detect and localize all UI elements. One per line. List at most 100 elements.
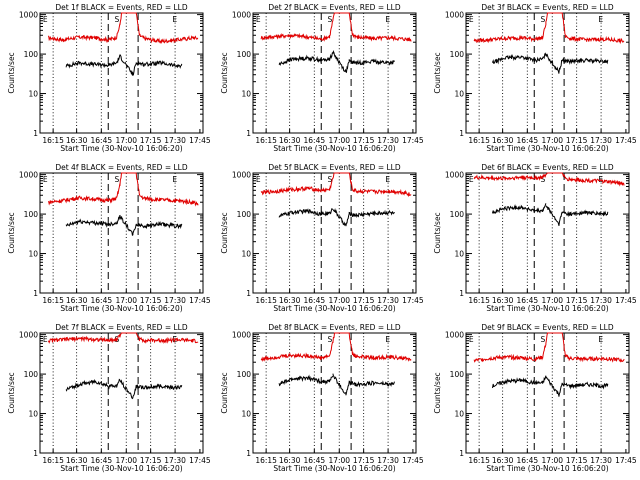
x-axis-label: Start Time (30-Nov-10 16:06:20) (273, 464, 395, 473)
panel-det-4: Det 4f BLACK = Events, RED = LLD E S E 1 10 10… (7, 163, 211, 313)
x-tick-label: 16:15 (468, 136, 490, 145)
interval-marker-e: E (598, 15, 603, 24)
x-tick-label: 16:45 (517, 456, 539, 465)
x-tick-label: 17:30 (590, 136, 612, 145)
interval-marker-s: S (115, 15, 120, 24)
panel-det-6: Det 6f BLACK = Events, RED = LLD E S E 1 10 10… (433, 163, 637, 313)
x-tick-label: 17:00 (541, 296, 563, 305)
panel-title: Det 5f BLACK = Events, RED = LLD (268, 163, 401, 172)
x-tick-label: 16:45 (91, 456, 113, 465)
x-tick-label: 17:15 (566, 456, 588, 465)
x-tick-label: 17:15 (353, 296, 375, 305)
panel-det-9: Det 9f BLACK = Events, RED = LLD E S E 1 10 10… (433, 323, 637, 473)
y-tick-label: 100 (450, 370, 465, 379)
x-tick-label: 16:30 (492, 456, 514, 465)
x-tick-label: 16:30 (279, 456, 301, 465)
y-axis-label: Counts/sec (433, 52, 442, 93)
y-tick-label: 10 (241, 90, 251, 99)
x-tick-label: 16:30 (66, 456, 88, 465)
x-tick-label: 16:30 (279, 136, 301, 145)
plot-frame (465, 332, 630, 454)
x-tick-label: 17:00 (328, 136, 350, 145)
x-tick-label: 16:45 (91, 296, 113, 305)
x-axis-label: Start Time (30-Nov-10 16:06:20) (486, 144, 608, 153)
y-tick-label: 100 (237, 50, 252, 59)
y-axis-label: Counts/sec (7, 372, 16, 413)
interval-marker-e: E (43, 175, 48, 184)
y-axis-label: Counts/sec (433, 372, 442, 413)
y-axis-label: Counts/sec (220, 52, 229, 93)
interval-marker-e: E (256, 335, 261, 344)
interval-marker-e: E (385, 335, 390, 344)
y-tick-label: 1000 (19, 171, 38, 180)
y-axis-label: Counts/sec (7, 212, 16, 253)
x-tick-label: 17:45 (402, 136, 424, 145)
lld-series-line (473, 332, 625, 363)
plot-frame (252, 12, 417, 134)
panel-title: Det 8f BLACK = Events, RED = LLD (268, 323, 401, 332)
x-tick-label: 17:45 (615, 296, 637, 305)
x-tick-label: 17:30 (164, 456, 186, 465)
x-axis-label: Start Time (30-Nov-10 16:06:20) (273, 304, 395, 313)
x-tick-label: 17:00 (115, 296, 137, 305)
interval-marker-s: S (541, 335, 546, 344)
interval-marker-s: S (328, 335, 333, 344)
y-tick-label: 1000 (445, 11, 464, 20)
panel-det-1: Det 1f BLACK = Events, RED = LLD E S E 1 10 10… (7, 3, 211, 153)
y-tick-label: 1 (246, 129, 251, 138)
events-series-line (278, 49, 396, 74)
x-tick-label: 16:15 (468, 296, 490, 305)
x-axis-label: Start Time (30-Nov-10 16:06:20) (273, 144, 395, 153)
y-tick-label: 100 (24, 210, 39, 219)
events-series-line (65, 214, 183, 237)
interval-marker-s: S (541, 175, 546, 184)
x-tick-label: 16:15 (468, 456, 490, 465)
x-tick-label: 17:15 (140, 456, 162, 465)
y-tick-label: 10 (454, 410, 464, 419)
y-axis-label: Counts/sec (7, 52, 16, 93)
x-tick-label: 17:30 (590, 296, 612, 305)
x-axis-label: Start Time (30-Nov-10 16:06:20) (60, 144, 182, 153)
interval-marker-e: E (469, 335, 474, 344)
y-tick-label: 1000 (19, 11, 38, 20)
interval-marker-s: S (328, 15, 333, 24)
interval-marker-e: E (385, 15, 390, 24)
x-tick-label: 17:30 (164, 296, 186, 305)
x-tick-label: 16:45 (304, 136, 326, 145)
interval-marker-e: E (598, 335, 603, 344)
x-tick-label: 17:45 (189, 296, 211, 305)
x-tick-label: 16:45 (517, 296, 539, 305)
y-tick-label: 1000 (445, 171, 464, 180)
y-tick-label: 100 (24, 50, 39, 59)
x-tick-label: 17:00 (115, 136, 137, 145)
plot-frame (252, 332, 417, 454)
lld-series-line (260, 172, 412, 198)
y-tick-label: 10 (28, 410, 38, 419)
x-tick-label: 17:00 (328, 296, 350, 305)
y-tick-label: 10 (241, 410, 251, 419)
lld-series-line (48, 12, 199, 45)
interval-marker-e: E (256, 175, 261, 184)
x-tick-label: 17:00 (115, 456, 137, 465)
x-tick-label: 17:30 (590, 456, 612, 465)
x-tick-label: 17:30 (377, 136, 399, 145)
x-tick-label: 16:15 (255, 456, 277, 465)
interval-marker-e: E (256, 15, 261, 24)
lld-series-line (473, 12, 625, 45)
panel-title: Det 2f BLACK = Events, RED = LLD (268, 3, 401, 12)
x-tick-label: 16:45 (304, 456, 326, 465)
interval-marker-e: E (172, 15, 177, 24)
events-series-line (278, 373, 395, 396)
y-tick-label: 1 (246, 289, 251, 298)
x-tick-label: 16:15 (42, 136, 64, 145)
events-series-line (65, 378, 183, 400)
x-tick-label: 16:45 (91, 136, 113, 145)
y-tick-label: 100 (450, 210, 465, 219)
x-axis-label: Start Time (30-Nov-10 16:06:20) (60, 464, 182, 473)
y-tick-label: 1 (33, 289, 38, 298)
x-tick-label: 16:30 (492, 136, 514, 145)
y-tick-label: 1 (33, 449, 38, 458)
x-tick-label: 17:15 (140, 136, 162, 145)
panel-det-8: Det 8f BLACK = Events, RED = LLD E S E 1 10 10… (220, 323, 424, 473)
